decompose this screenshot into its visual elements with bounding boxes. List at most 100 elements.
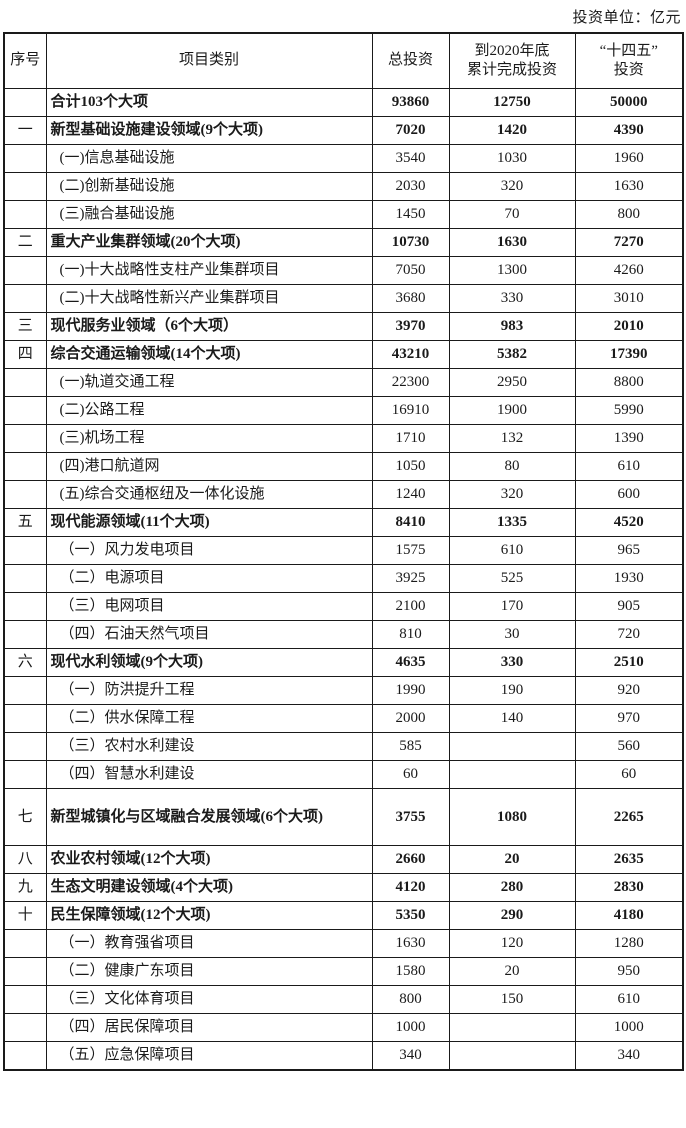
cell-category: （一）风力发电项目 — [45, 536, 373, 565]
table-row: 三现代服务业领域（6个大项） 3970 983 2010 — [3, 312, 684, 341]
cell-by2020: 290 — [448, 901, 576, 930]
cell-no — [3, 200, 47, 229]
cell-by2020: 132 — [448, 424, 576, 453]
table-row: （四）居民保障项目 1000 1000 — [3, 1013, 684, 1042]
cell-no: 四 — [3, 340, 47, 369]
table-row: 四综合交通运输领域(14个大项) 43210 5382 17390 — [3, 340, 684, 369]
cell-plan: 60 — [574, 760, 684, 789]
table-row: (三)融合基础设施 1450 70 800 — [3, 200, 684, 229]
table-row: (一)信息基础设施 3540 1030 1960 — [3, 144, 684, 173]
cell-total: 3925 — [371, 564, 450, 593]
cell-plan: 1960 — [574, 144, 684, 173]
cell-category: (二)十大战略性新兴产业集群项目 — [45, 284, 373, 313]
cell-total: 5350 — [371, 901, 450, 930]
cell-plan: 1630 — [574, 172, 684, 201]
table-row: (二)十大战略性新兴产业集群项目 3680 330 3010 — [3, 284, 684, 313]
cell-category: （二）供水保障工程 — [45, 704, 373, 733]
cell-total: 2660 — [371, 845, 450, 874]
cell-plan: 560 — [574, 732, 684, 761]
cell-by2020: 320 — [448, 480, 576, 509]
table-row: （二）电源项目 3925 525 1930 — [3, 564, 684, 593]
cell-total: 1575 — [371, 536, 450, 565]
table-row: （三）电网项目 2100 170 905 — [3, 592, 684, 621]
cell-plan: 2830 — [574, 873, 684, 902]
cell-plan: 1390 — [574, 424, 684, 453]
cell-plan: 905 — [574, 592, 684, 621]
cell-no — [3, 592, 47, 621]
cell-by2020 — [448, 1041, 576, 1071]
cell-by2020 — [448, 760, 576, 789]
table-row: (四)港口航道网 1050 80 610 — [3, 452, 684, 481]
cell-total: 3755 — [371, 788, 450, 846]
table-row: （四）智慧水利建设 60 60 — [3, 760, 684, 789]
cell-no — [3, 957, 47, 986]
cell-no — [3, 732, 47, 761]
cell-total: 1240 — [371, 480, 450, 509]
cell-category: (三)机场工程 — [45, 424, 373, 453]
cell-total: 1000 — [371, 1013, 450, 1042]
cell-no — [3, 985, 47, 1014]
cell-total: 93860 — [371, 88, 450, 117]
cell-plan: 4390 — [574, 116, 684, 145]
cell-no — [3, 256, 47, 285]
cell-category: 新型基础设施建设领域(9个大项) — [45, 116, 373, 145]
table-row: 合计103个大项 93860 12750 50000 — [3, 88, 684, 117]
cell-category: （二）电源项目 — [45, 564, 373, 593]
cell-no: 七 — [3, 788, 47, 846]
cell-plan: 970 — [574, 704, 684, 733]
cell-plan: 600 — [574, 480, 684, 509]
cell-plan: 8800 — [574, 368, 684, 397]
cell-by2020: 2950 — [448, 368, 576, 397]
cell-by2020 — [448, 1013, 576, 1042]
cell-by2020: 20 — [448, 957, 576, 986]
cell-plan: 340 — [574, 1041, 684, 1071]
cell-plan: 4520 — [574, 508, 684, 537]
cell-no — [3, 172, 47, 201]
cell-category: （三）农村水利建设 — [45, 732, 373, 761]
cell-category: 农业农村领域(12个大项) — [45, 845, 373, 874]
cell-plan: 950 — [574, 957, 684, 986]
cell-plan: 2510 — [574, 648, 684, 677]
table-row: (二)创新基础设施 2030 320 1630 — [3, 172, 684, 201]
cell-plan: 720 — [574, 620, 684, 649]
cell-plan: 2010 — [574, 312, 684, 341]
cell-by2020: 30 — [448, 620, 576, 649]
cell-by2020: 80 — [448, 452, 576, 481]
cell-plan: 920 — [574, 676, 684, 705]
cell-total: 1710 — [371, 424, 450, 453]
cell-by2020: 1030 — [448, 144, 576, 173]
cell-plan: 610 — [574, 985, 684, 1014]
table-row: (五)综合交通枢纽及一体化设施 1240 320 600 — [3, 480, 684, 509]
cell-plan: 7270 — [574, 228, 684, 257]
header-14th-five-year-plan: “十四五” 投资 — [574, 32, 684, 89]
cell-by2020: 140 — [448, 704, 576, 733]
cell-category: 生态文明建设领域(4个大项) — [45, 873, 373, 902]
header-completed-by-2020: 到2020年底 累计完成投资 — [448, 32, 576, 89]
cell-category: (二)创新基础设施 — [45, 172, 373, 201]
cell-total: 1990 — [371, 676, 450, 705]
cell-category: (四)港口航道网 — [45, 452, 373, 481]
cell-plan: 1000 — [574, 1013, 684, 1042]
cell-total: 7050 — [371, 256, 450, 285]
cell-category: 合计103个大项 — [45, 88, 373, 117]
cell-total: 8410 — [371, 508, 450, 537]
table-row: （一）风力发电项目 1575 610 965 — [3, 536, 684, 565]
cell-total: 16910 — [371, 396, 450, 425]
cell-no — [3, 929, 47, 958]
cell-category: （二）健康广东项目 — [45, 957, 373, 986]
cell-no — [3, 368, 47, 397]
cell-no — [3, 676, 47, 705]
table-row: 五现代能源领域(11个大项) 8410 1335 4520 — [3, 508, 684, 537]
cell-no: 三 — [3, 312, 47, 341]
cell-plan: 2265 — [574, 788, 684, 846]
table-body: 合计103个大项 93860 12750 50000 一新型基础设施建设领域(9个大项)… — [3, 88, 684, 1071]
cell-by2020: 12750 — [448, 88, 576, 117]
cell-by2020: 330 — [448, 648, 576, 677]
table-row: （三）文化体育项目 800 150 610 — [3, 985, 684, 1014]
cell-by2020: 280 — [448, 873, 576, 902]
cell-by2020: 70 — [448, 200, 576, 229]
cell-category: 现代能源领域(11个大项) — [45, 508, 373, 537]
cell-category: （三）电网项目 — [45, 592, 373, 621]
cell-total: 22300 — [371, 368, 450, 397]
cell-no — [3, 1013, 47, 1042]
